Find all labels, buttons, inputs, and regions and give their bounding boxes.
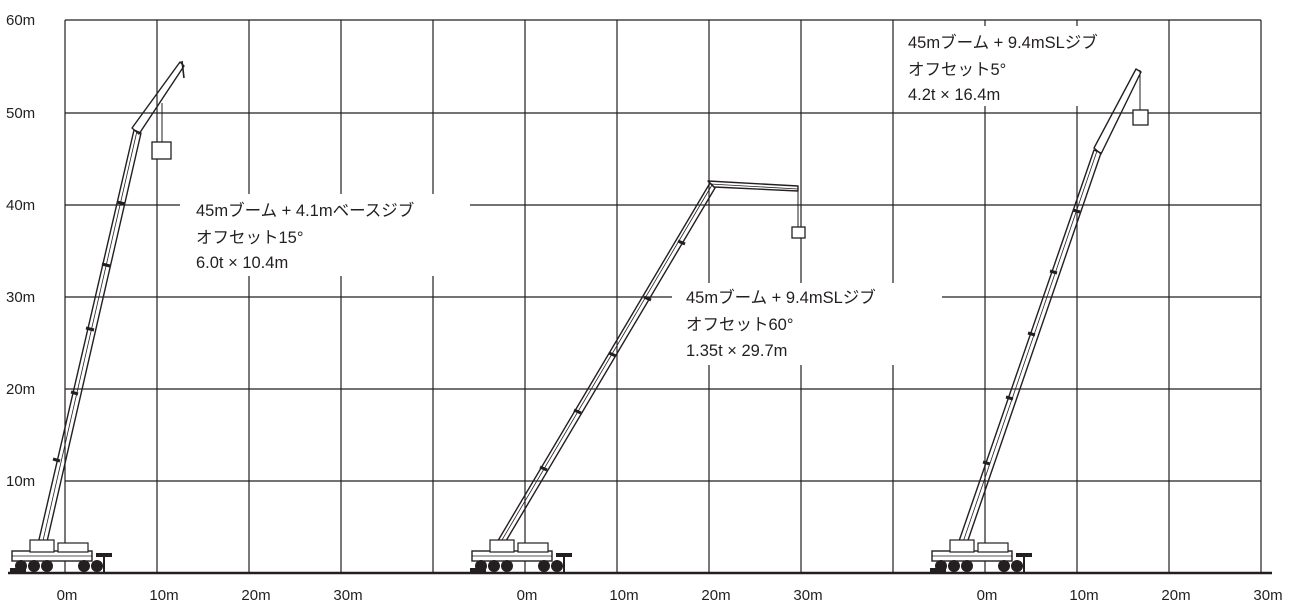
panel-3-config-line2: オフセット5° <box>908 61 1006 79</box>
crane-1 <box>10 60 185 572</box>
label-background <box>900 26 1150 106</box>
x-tick-label: 30m <box>793 587 822 604</box>
boom-joints <box>52 200 126 463</box>
x-tick-label: 20m <box>1161 587 1190 604</box>
panel-2-config-line2: オフセット60° <box>686 316 793 334</box>
panel-1-config-line3: 6.0t × 10.4m <box>196 254 288 272</box>
x-tick-label: 30m <box>1253 587 1282 604</box>
y-tick-label: 10m <box>6 473 35 490</box>
x-tick-label: 10m <box>1069 587 1098 604</box>
x-tick-label: 10m <box>149 587 178 604</box>
y-tick-label: 30m <box>6 289 35 306</box>
panel-1-config-line2: オフセット15° <box>196 229 303 247</box>
x-tick-label: 30m <box>333 587 362 604</box>
y-axis: 60m 50m 40m 30m 20m 10m <box>6 12 35 490</box>
crane-1-boom <box>37 60 185 547</box>
load-hook-block <box>1132 109 1149 126</box>
configuration-labels: 45mブーム + 4.1mベースジブ オフセット15° 6.0t × 10.4m… <box>196 32 1098 360</box>
crane-2-carrier <box>470 539 572 572</box>
x-tick-label: 20m <box>701 587 730 604</box>
x-tick-label: 20m <box>241 587 270 604</box>
panel-3-config-line3: 4.2t × 16.4m <box>908 86 1000 104</box>
crane-3-carrier <box>930 539 1032 572</box>
x-tick-label: 0m <box>977 587 998 604</box>
x-axis: 0m 10m 20m 30m 0m 10m 20m 30m 0m 10m 20m… <box>57 587 1283 604</box>
crane-1-carrier <box>10 539 112 572</box>
crane-2 <box>470 180 806 572</box>
y-tick-label: 20m <box>6 381 35 398</box>
y-tick-label: 40m <box>6 197 35 214</box>
panel-1-config-line1: 45mブーム + 4.1mベースジブ <box>196 200 414 220</box>
grid <box>64 19 1262 573</box>
x-tick-label: 0m <box>517 587 538 604</box>
load-hook-block <box>151 141 172 160</box>
load-hook-block <box>791 226 806 239</box>
y-tick-label: 50m <box>6 105 35 122</box>
panel-2-config-line1: 45mブーム + 9.4mSLジブ <box>686 287 876 307</box>
x-tick-label: 0m <box>57 587 78 604</box>
crane-3-boom <box>957 68 1149 547</box>
boom-joints <box>539 239 686 472</box>
label-background <box>180 194 470 276</box>
boom-joints <box>982 208 1081 466</box>
panel-2-config-line3: 1.35t × 29.7m <box>686 342 787 360</box>
crane-3 <box>930 68 1149 572</box>
label-background <box>672 283 942 365</box>
x-tick-label: 10m <box>609 587 638 604</box>
panel-3-config-line1: 45mブーム + 9.4mSLジブ <box>908 32 1098 52</box>
y-tick-label: 60m <box>6 12 35 29</box>
